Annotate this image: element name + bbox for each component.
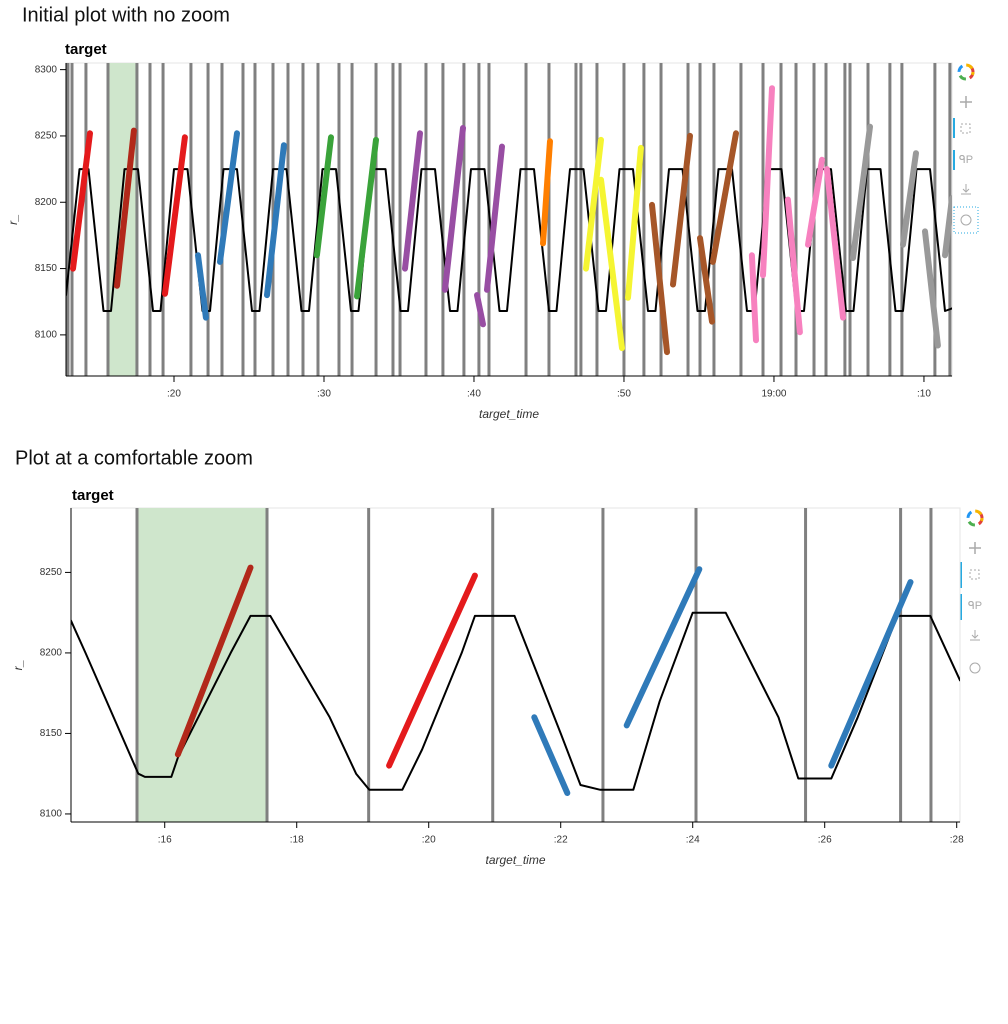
segment-line — [354, 136, 379, 300]
segment-line — [195, 252, 209, 321]
segment-line — [598, 176, 625, 352]
segment-line — [313, 134, 334, 259]
x-tick-label: 19:00 — [761, 389, 786, 400]
segment-line — [174, 564, 254, 758]
y-axis-label: r_ — [6, 214, 20, 225]
segment-line — [217, 130, 240, 265]
y-tick-label: 8250 — [40, 567, 63, 578]
segment-line — [70, 130, 93, 272]
x-tick-label: :16 — [158, 835, 172, 846]
segment-line — [162, 134, 188, 297]
segment-line — [942, 195, 952, 259]
x-tick-label: :28 — [950, 835, 964, 846]
segment-line — [828, 579, 914, 769]
pan-tool[interactable] — [960, 96, 972, 108]
x-tick-label: :22 — [554, 835, 568, 846]
segment-line — [474, 292, 486, 328]
y-tick-label: 8100 — [35, 330, 58, 341]
segment-line — [823, 166, 846, 321]
x-tick-label: :30 — [317, 389, 331, 400]
x-tick-label: :40 — [467, 389, 481, 400]
wheel-zoom-tool[interactable]: ᑫP — [968, 600, 982, 612]
x-tick-label: :24 — [686, 835, 700, 846]
segment-line — [850, 123, 873, 261]
segment-line — [264, 142, 287, 299]
logo — [966, 509, 984, 527]
chart-title: target — [65, 41, 107, 58]
target-line — [66, 168, 952, 312]
segment-line — [805, 156, 825, 248]
x-tick-label: :50 — [617, 389, 631, 400]
segment-line — [784, 196, 803, 336]
x-tick-label: :10 — [917, 389, 931, 400]
segment-line — [623, 566, 703, 729]
segment-line — [402, 130, 423, 272]
focus-box — [953, 206, 979, 234]
y-tick-label: 8300 — [35, 64, 58, 75]
segment-line — [760, 85, 775, 279]
plot-area — [71, 508, 960, 822]
segment-line — [386, 572, 478, 769]
x-axis-label: target_time — [479, 407, 539, 421]
x-tick-label: :20 — [422, 835, 436, 846]
y-tick-label: 8200 — [35, 197, 58, 208]
toolbar: ᑫP — [953, 63, 979, 234]
reset-tool[interactable] — [969, 662, 981, 674]
y-tick-label: 8200 — [40, 648, 63, 659]
plot-frame — [65, 62, 953, 377]
save-tool[interactable] — [961, 184, 971, 195]
highlight-span — [136, 508, 268, 822]
segment-line — [114, 127, 137, 289]
segment-line — [649, 201, 670, 356]
segment-line — [697, 235, 715, 325]
segment-line — [900, 150, 919, 248]
chart-title: target — [72, 487, 114, 504]
save-tool[interactable] — [970, 630, 980, 641]
x-tick-label: :26 — [818, 835, 832, 846]
pan-tool[interactable] — [969, 542, 981, 554]
segment-line — [540, 138, 553, 247]
section-heading: Initial plot with no zoom — [22, 4, 230, 26]
toolbar: ᑫP — [960, 509, 984, 674]
segment-line — [670, 132, 693, 288]
x-tick-label: :18 — [290, 835, 304, 846]
y-tick-label: 8100 — [40, 809, 63, 820]
segment-line — [484, 143, 505, 293]
segment-line — [442, 125, 466, 293]
x-tick-label: :20 — [167, 389, 181, 400]
plot-area — [66, 63, 952, 376]
segment-line — [625, 144, 644, 301]
logo — [957, 63, 975, 81]
segment-line — [583, 136, 604, 272]
segment-line — [709, 130, 739, 265]
y-tick-label: 8250 — [35, 131, 58, 142]
y-axis-label: r_ — [11, 660, 25, 671]
y-tick-label: 8150 — [35, 263, 58, 274]
section-heading: Plot at a comfortable zoom — [15, 447, 253, 469]
x-axis-label: target_time — [485, 853, 545, 867]
target-line — [71, 611, 960, 791]
box-zoom-tool[interactable] — [969, 569, 980, 580]
reset-tool[interactable] — [960, 214, 972, 226]
segment-line — [748, 252, 759, 344]
wheel-zoom-tool[interactable]: ᑫP — [959, 154, 973, 166]
segment-line — [531, 714, 571, 796]
segment-line — [922, 228, 941, 349]
y-tick-label: 8150 — [40, 728, 63, 739]
box-zoom-tool[interactable] — [960, 123, 971, 134]
